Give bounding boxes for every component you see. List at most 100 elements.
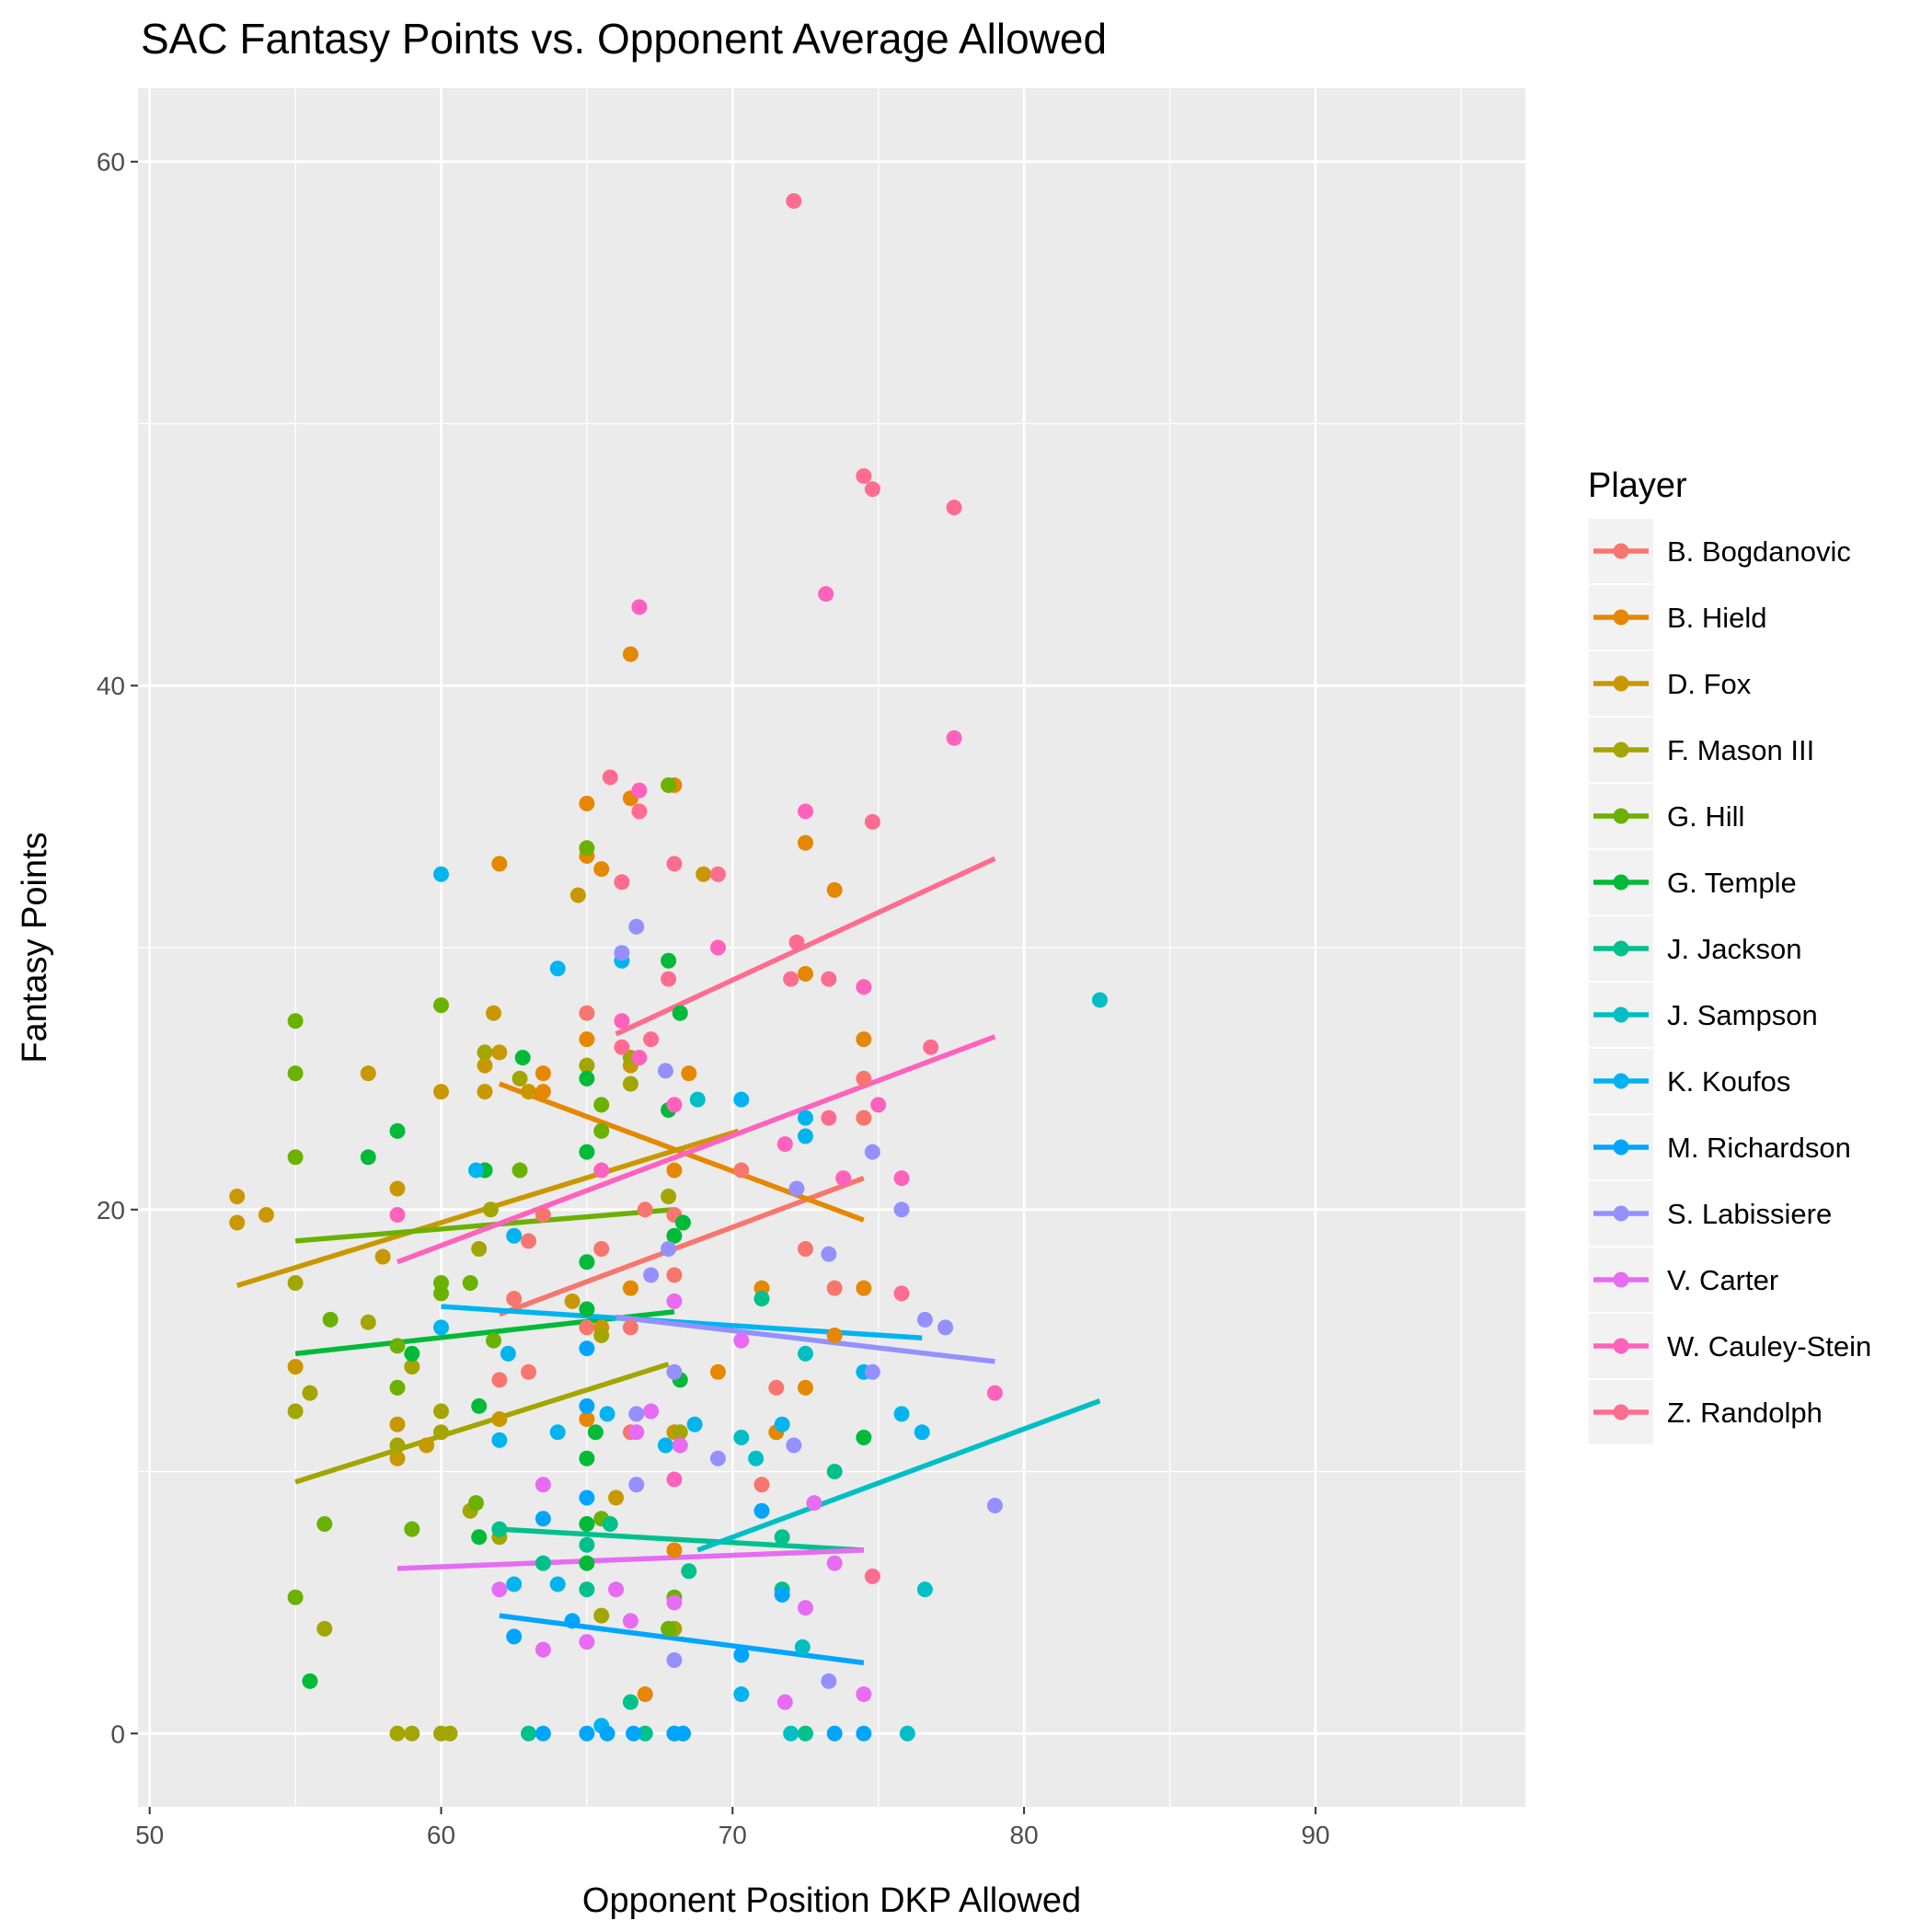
point-v-carter	[672, 1437, 688, 1454]
point-b-hield	[856, 1031, 872, 1048]
x-tick-label: 70	[719, 1821, 747, 1849]
point-s-labissiere	[864, 1144, 880, 1160]
point-d-fox	[389, 1416, 406, 1432]
point-g-hill	[579, 840, 595, 857]
point-b-bogdanovic	[856, 1070, 872, 1087]
point-g-temple	[404, 1345, 420, 1362]
point-d-fox	[491, 1044, 508, 1061]
point-m-richardson	[535, 1511, 551, 1527]
point-g-temple	[856, 1429, 872, 1445]
point-g-temple	[661, 952, 677, 969]
point-b-hield	[826, 1327, 843, 1343]
point-k-koufos	[491, 1432, 508, 1448]
point-j-sampson	[783, 1725, 799, 1742]
point-z-randolph	[946, 500, 962, 516]
point-g-temple	[579, 1070, 595, 1087]
point-v-carter	[535, 1477, 551, 1493]
point-s-labissiere	[628, 1406, 645, 1422]
point-g-temple	[514, 1050, 531, 1066]
x-tick-label: 60	[427, 1821, 455, 1849]
point-m-richardson	[826, 1725, 843, 1742]
point-b-hield	[797, 834, 813, 851]
point-k-koufos	[686, 1416, 703, 1432]
point-m-richardson	[599, 1725, 615, 1742]
point-b-hield	[579, 1031, 595, 1048]
point-d-fox	[521, 1084, 537, 1100]
point-g-temple	[579, 1254, 595, 1271]
point-v-carter	[797, 1600, 813, 1616]
legend-point-g-hill	[1613, 808, 1629, 824]
point-j-jackson	[797, 1725, 813, 1742]
point-b-hield	[681, 1065, 697, 1082]
legend-point-g-temple	[1613, 874, 1629, 891]
point-j-jackson	[602, 1515, 618, 1532]
point-d-fox	[287, 1359, 304, 1375]
point-b-bogdanovic	[826, 1280, 843, 1296]
point-m-richardson	[856, 1725, 872, 1742]
legend-label-s-labissiere: S. Labissiere	[1667, 1198, 1832, 1230]
point-g-hill	[287, 1013, 304, 1029]
point-j-jackson	[753, 1291, 770, 1307]
minor-gridlines	[138, 88, 1525, 1807]
trend-line-j-sampson	[696, 1398, 1101, 1553]
point-g-temple	[587, 1424, 604, 1441]
point-v-carter	[535, 1641, 551, 1658]
point-v-carter	[826, 1555, 843, 1571]
point-d-fox	[389, 1450, 406, 1466]
point-s-labissiere	[893, 1202, 910, 1218]
point-f-mason-iii	[442, 1725, 458, 1742]
trend-line-j-jackson	[499, 1526, 865, 1553]
point-f-mason-iii	[622, 1075, 638, 1092]
y-tick-label: 60	[97, 148, 125, 177]
legend-point-z-randolph	[1613, 1404, 1629, 1420]
point-w-cauley-stein	[631, 782, 648, 799]
point-b-hield	[797, 965, 813, 982]
point-d-fox	[477, 1057, 493, 1074]
legend-label-v-carter: V. Carter	[1667, 1264, 1778, 1296]
point-g-hill	[467, 1495, 484, 1512]
point-m-richardson	[506, 1628, 523, 1645]
point-b-hield	[637, 1686, 653, 1703]
point-z-randolph	[643, 1031, 660, 1048]
legend-label-k-koufos: K. Koufos	[1667, 1065, 1790, 1098]
legend-title: Player	[1588, 466, 1687, 505]
point-s-labissiere	[666, 1363, 683, 1380]
legend-label-z-randolph: Z. Randolph	[1667, 1397, 1823, 1429]
point-z-randolph	[614, 1039, 630, 1055]
point-w-cauley-stein	[666, 1097, 683, 1113]
point-k-koufos	[914, 1424, 930, 1441]
point-j-sampson	[748, 1450, 765, 1466]
point-f-mason-iii	[512, 1070, 528, 1087]
point-b-hield	[491, 856, 508, 872]
point-b-bogdanovic	[593, 1240, 610, 1257]
point-z-randolph	[631, 803, 648, 820]
point-s-labissiere	[821, 1246, 837, 1262]
point-z-randolph	[602, 769, 618, 786]
point-s-labissiere	[916, 1311, 933, 1328]
legend-label-j-jackson: J. Jackson	[1667, 933, 1801, 965]
y-tick-label: 20	[97, 1196, 125, 1225]
legend-point-v-carter	[1613, 1271, 1629, 1288]
point-f-mason-iii	[672, 1424, 688, 1441]
point-v-carter	[806, 1495, 822, 1512]
point-b-hield	[579, 795, 595, 811]
point-j-jackson	[521, 1725, 537, 1742]
point-b-bogdanovic	[521, 1233, 537, 1249]
point-f-mason-iii	[471, 1240, 488, 1257]
point-b-hield	[622, 646, 638, 662]
point-f-mason-iii	[360, 1314, 376, 1330]
point-j-jackson	[774, 1529, 790, 1546]
point-j-sampson	[689, 1091, 706, 1108]
point-f-mason-iii	[593, 1607, 610, 1624]
point-g-hill	[316, 1515, 333, 1532]
legend-point-w-cauley-stein	[1613, 1338, 1629, 1354]
point-k-koufos	[733, 1686, 750, 1703]
point-s-labissiere	[661, 1240, 677, 1257]
point-f-mason-iii	[287, 1403, 304, 1420]
chart-title: SAC Fantasy Points vs. Opponent Average …	[141, 15, 1107, 63]
legend-label-g-temple: G. Temple	[1667, 867, 1797, 899]
data-points	[229, 192, 1108, 1742]
point-m-richardson	[753, 1502, 770, 1519]
point-g-temple	[360, 1149, 376, 1166]
